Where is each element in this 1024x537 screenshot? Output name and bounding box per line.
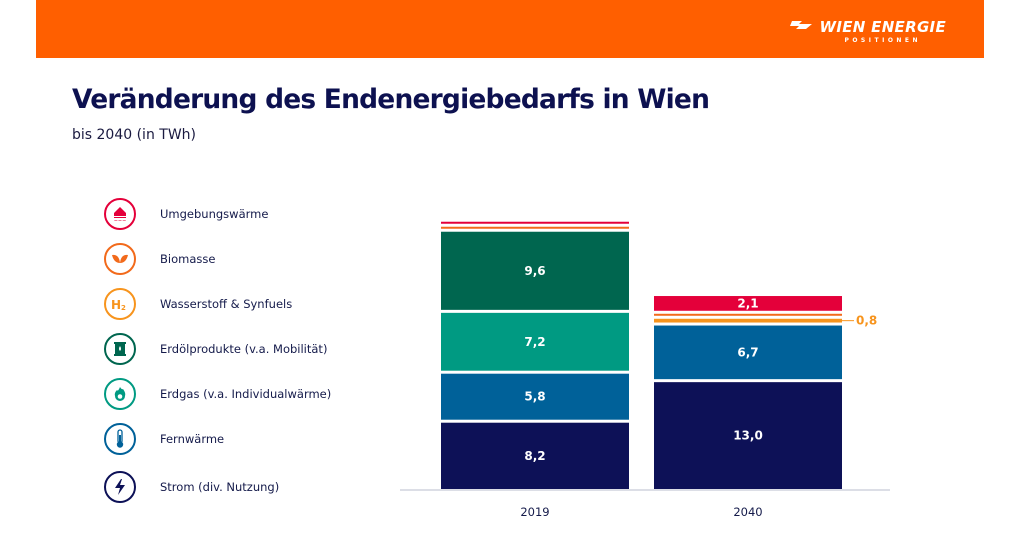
data-label: 13,0 bbox=[733, 429, 763, 443]
wien-energie-logo: WIEN ENERGIE POSITIONEN bbox=[789, 18, 947, 44]
bar-segment-2040-4 bbox=[654, 318, 842, 323]
page-subtitle: bis 2040 (in TWh) bbox=[72, 127, 197, 143]
bar-segment-2040-6 bbox=[654, 296, 842, 311]
bar-segment-2040-5 bbox=[654, 313, 842, 316]
bar-segment-2040-1 bbox=[654, 325, 842, 380]
legend-item-biomasse: Biomasse bbox=[104, 243, 364, 275]
legend-label: Fernwärme bbox=[160, 432, 225, 446]
oil-barrel-icon bbox=[104, 333, 136, 365]
bar-segment-2019-6 bbox=[441, 221, 629, 224]
legend-item-strom: Strom (div. Nutzung) bbox=[104, 471, 364, 503]
svg-text:H: H bbox=[111, 298, 121, 311]
data-label: 8,2 bbox=[524, 449, 545, 463]
data-label: 7,2 bbox=[524, 335, 545, 349]
x-tick-label: 2019 bbox=[520, 505, 549, 519]
page-title: Veränderung des Endenergiebedarfs in Wie… bbox=[72, 84, 710, 115]
bar-segment-2019-0 bbox=[441, 422, 629, 489]
data-label: 6,7 bbox=[737, 345, 758, 359]
leaves-icon bbox=[104, 243, 136, 275]
legend-item-erdgas: Erdgas (v.a. Individualwärme) bbox=[104, 378, 364, 410]
x-tick-label: 2040 bbox=[733, 505, 762, 519]
legend-label: Erdgas (v.a. Individualwärme) bbox=[160, 387, 332, 401]
lightning-logo-icon bbox=[789, 18, 814, 36]
bar-segment-2019-1 bbox=[441, 373, 629, 420]
bar-segment-2040-0 bbox=[654, 382, 842, 489]
legend-item-erdoel: Erdölprodukte (v.a. Mobilität) bbox=[104, 333, 364, 365]
legend-label: Erdölprodukte (v.a. Mobilität) bbox=[160, 342, 328, 356]
lightning-icon bbox=[104, 471, 136, 503]
data-label: 9,6 bbox=[524, 264, 545, 278]
legend-item-fernwaerme: Fernwärme bbox=[104, 423, 364, 455]
logo-text: WIEN ENERGIE bbox=[819, 18, 946, 36]
logo-subtext: POSITIONEN bbox=[844, 37, 922, 44]
svg-text:~~~: ~~~ bbox=[114, 219, 127, 224]
svg-text:2: 2 bbox=[121, 304, 126, 311]
legend-label: Umgebungswärme bbox=[160, 207, 269, 221]
legend-label: Strom (div. Nutzung) bbox=[160, 480, 280, 494]
bar-segment-2019-2 bbox=[441, 312, 629, 371]
heat-pump-house-icon: ~~~ bbox=[104, 198, 136, 230]
data-label: 5,8 bbox=[524, 390, 545, 404]
data-label: 2,1 bbox=[737, 296, 758, 310]
header-bar: WIEN ENERGIE POSITIONEN bbox=[36, 0, 984, 58]
thermometer-icon bbox=[104, 423, 136, 455]
bar-segment-2019-5 bbox=[441, 226, 629, 229]
legend-item-umgebungswaerme: ~~~ Umgebungswärme bbox=[104, 198, 364, 230]
bar-segment-2019-3 bbox=[441, 231, 629, 310]
gas-flame-icon bbox=[104, 378, 136, 410]
legend-label: Biomasse bbox=[160, 252, 216, 266]
legend-label: Wasserstoff & Synfuels bbox=[160, 297, 293, 311]
callout-label: 0,8 bbox=[856, 314, 877, 328]
